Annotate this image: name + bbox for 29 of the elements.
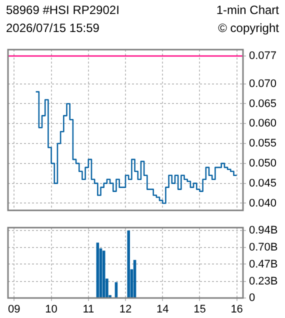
bar: [114, 282, 118, 298]
x-tick-label: 14: [156, 304, 169, 316]
y-tick-label: 0.040: [249, 197, 277, 210]
text: 1-min Chart: [216, 3, 279, 17]
chart-subtitle: 2026/07/15 15:59: [6, 21, 100, 35]
x-tick-label: 11: [82, 304, 94, 316]
y-tick-label: 0.045: [249, 177, 277, 190]
y-tick-label: 0.065: [249, 98, 277, 110]
y-tick-label: 0.47B: [249, 258, 278, 270]
bar: [127, 230, 130, 298]
x-tick-label: 09: [8, 304, 20, 316]
y-tick-label: 0.70B: [249, 242, 278, 254]
x-tick-label: 16: [230, 304, 243, 316]
y-tick-label: 0.070: [249, 78, 277, 90]
y-tick-label: 0.94B: [249, 224, 278, 237]
x-tick-label: 10: [45, 304, 58, 316]
bar: [96, 242, 100, 298]
chart-title: 58969 #HSI RP2902I: [6, 3, 120, 17]
y-tick-label: 0.055: [249, 138, 277, 150]
x-tick-label: 12: [119, 304, 132, 316]
y-tick-label: 0.23B: [249, 276, 278, 288]
y-tick-label: 0: [249, 292, 256, 304]
text: © copyright: [218, 21, 279, 35]
y-tick-label: 0.077: [249, 50, 277, 62]
bar: [133, 260, 136, 298]
y-tick-label: 0.060: [249, 118, 277, 130]
y-tick-label: 0.050: [249, 157, 277, 170]
x-tick-label: 15: [194, 304, 206, 316]
bar: [102, 250, 106, 298]
